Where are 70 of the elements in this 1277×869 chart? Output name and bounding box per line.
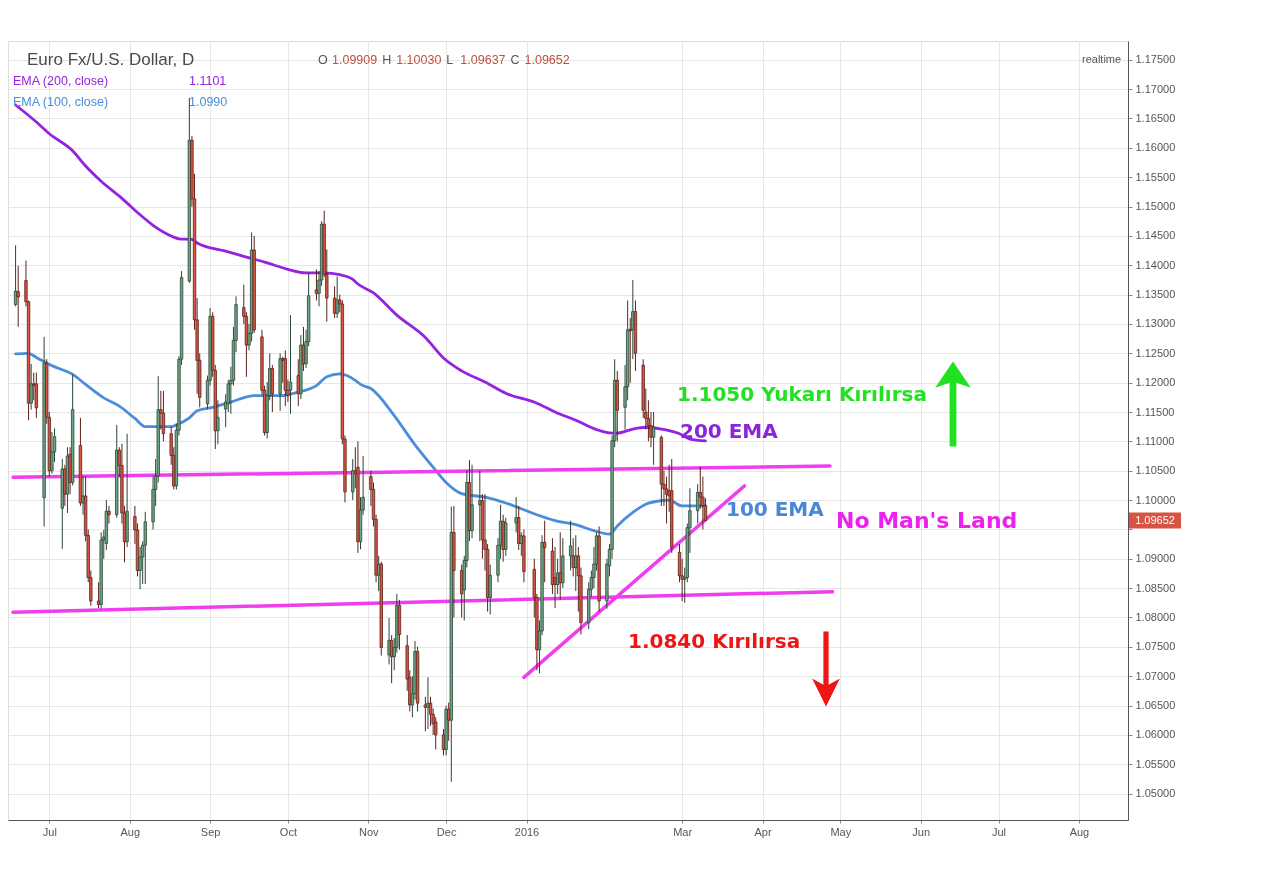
candlestick xyxy=(50,431,54,475)
y-tick-label: 1.05500 xyxy=(1135,757,1176,770)
y-tick-label: 1.13000 xyxy=(1135,317,1176,330)
annotation: 1.0990 xyxy=(189,95,228,109)
candlestick xyxy=(519,531,523,557)
candlestick xyxy=(387,617,391,665)
y-tick-label: 1.14500 xyxy=(1135,229,1176,242)
y-tick-label: 1.07500 xyxy=(1135,640,1176,653)
candlestick xyxy=(296,358,300,407)
x-tick-label: Jul xyxy=(42,825,57,838)
annotation: O 1.09909 H 1.10030 L 1.09637 C 1.09652 xyxy=(318,53,570,67)
x-tick-label: Jul xyxy=(991,825,1007,838)
text: 1.09652 xyxy=(1135,513,1175,526)
y-tick-label: 1.15500 xyxy=(1135,170,1176,183)
candlestick xyxy=(631,279,635,360)
candlestick xyxy=(216,399,220,445)
candlestick xyxy=(423,696,427,732)
x-tick-label: 2016 xyxy=(514,825,540,838)
annotation: 200 EMA xyxy=(680,419,779,443)
y-tick-label: 1.08500 xyxy=(1135,581,1176,594)
y-tick-label: 1.12000 xyxy=(1135,376,1176,389)
candlestick xyxy=(16,265,20,328)
x-tick-label: Aug xyxy=(120,825,140,838)
y-tick-label: 1.14000 xyxy=(1135,258,1176,271)
candlestick xyxy=(478,470,482,542)
y-tick-label: 1.10000 xyxy=(1135,493,1176,506)
y-tick-label: 1.11500 xyxy=(1135,405,1175,418)
candlestick xyxy=(571,537,575,577)
candlestick xyxy=(161,390,166,442)
y-tick-label: 1.08000 xyxy=(1135,610,1176,623)
y-tick-label: 1.13500 xyxy=(1135,288,1176,301)
text: EMA (100, close) xyxy=(13,95,109,109)
x-tick-label: Dec xyxy=(436,825,457,838)
annotation: 100 EMA xyxy=(726,497,825,521)
y-tick-label: 1.17000 xyxy=(1135,82,1176,95)
annotation: 1.0840 Kırılırsa xyxy=(628,629,801,653)
x-tick-label: May xyxy=(830,825,852,838)
candlestick xyxy=(543,520,547,583)
x-tick-label: Jun xyxy=(912,825,931,838)
x-tick-label: Oct xyxy=(279,825,297,838)
candlestick xyxy=(107,505,111,525)
annotation: 1.1101 xyxy=(189,74,227,88)
x-tick-label: Nov xyxy=(359,825,380,838)
y-tick-label: 1.12500 xyxy=(1135,346,1176,359)
candlestick xyxy=(514,496,518,533)
text: Euro Fx/U.S. Dollar, D xyxy=(27,50,195,69)
candlestick xyxy=(568,520,573,572)
y-tick-label: 1.07000 xyxy=(1135,669,1176,682)
series-label: EMA (200, close) xyxy=(13,74,109,88)
x-tick-label: Mar xyxy=(673,825,693,838)
candlestick xyxy=(628,317,632,384)
y-tick-label: 1.06000 xyxy=(1135,728,1176,741)
annotation: realtime xyxy=(1082,53,1122,65)
y-tick-label: 1.17500 xyxy=(1135,53,1176,66)
x-tick-label: Aug xyxy=(1069,825,1090,838)
y-tick-label: 1.16000 xyxy=(1135,141,1176,154)
y-tick-label: 1.15000 xyxy=(1135,200,1176,213)
candlestick xyxy=(81,476,85,516)
x-tick-label: Apr xyxy=(754,825,772,838)
y-tick-label: 1.05000 xyxy=(1135,787,1176,800)
y-tick-label: 1.10500 xyxy=(1135,464,1176,477)
y-tick-label: 1.06500 xyxy=(1135,699,1176,712)
candlestick xyxy=(488,564,492,616)
annotation: 1.1050 Yukarı Kırılırsa xyxy=(677,382,927,406)
x-tick-label: Sep xyxy=(200,825,221,838)
y-tick-label: 1.09000 xyxy=(1135,552,1176,565)
candlestick xyxy=(651,411,656,466)
annotation: No Man's Land xyxy=(836,508,1018,533)
y-tick-label: 1.11000 xyxy=(1135,434,1175,447)
y-tick-label: 1.16500 xyxy=(1135,111,1176,124)
